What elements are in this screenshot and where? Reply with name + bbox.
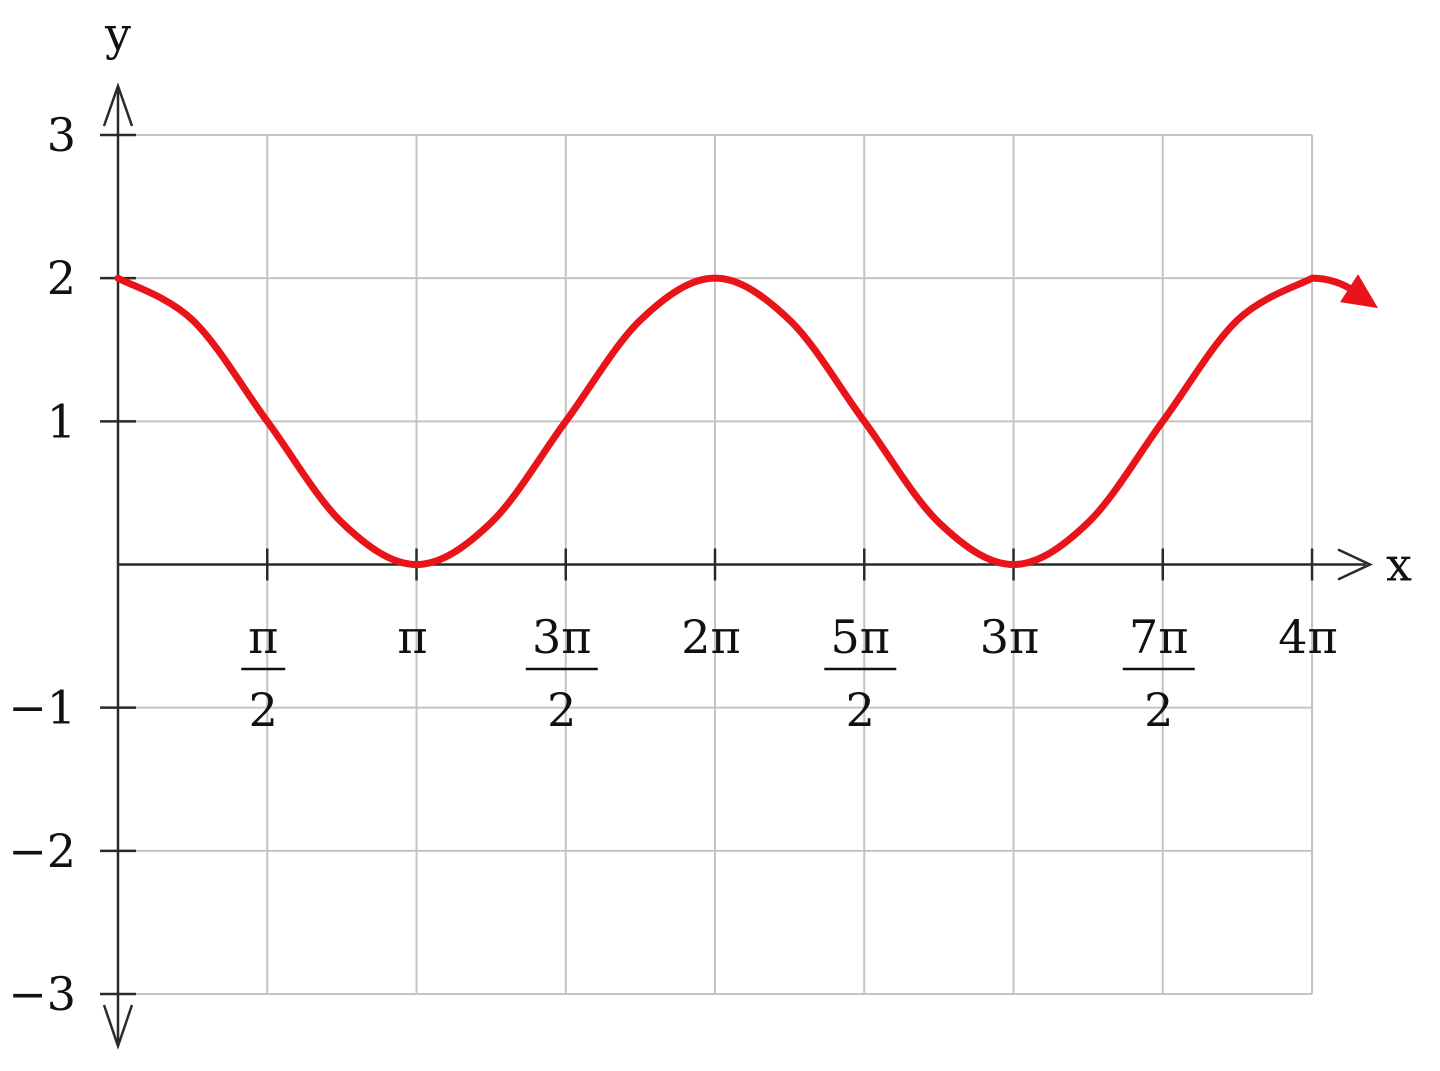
x-tick-label-6: 7π xyxy=(1129,610,1189,664)
series xyxy=(114,274,1379,568)
x-tick-denominator-0: 2 xyxy=(249,683,278,737)
y-tick-label-1: 2 xyxy=(47,251,76,305)
x-tick-label-4: 5π xyxy=(831,610,891,664)
x-tick-label-2: 3π xyxy=(532,610,592,664)
x-axis-arrowhead xyxy=(1337,548,1373,581)
y-tick-label-5: −3 xyxy=(8,967,76,1021)
x-tick-label-3: 2π xyxy=(681,610,741,664)
x-tick-label-5: 3π xyxy=(980,610,1040,664)
x-tick-denominator-6: 2 xyxy=(1144,683,1173,737)
y-tick-label-2: 1 xyxy=(47,394,76,448)
y-axis-arrowhead-down xyxy=(102,1004,134,1050)
x-tick-label-0: π xyxy=(248,610,278,664)
x-tick-denominator-2: 2 xyxy=(547,683,576,737)
x-tick-label-1: π xyxy=(397,610,427,664)
y-axis-arrowhead-up xyxy=(102,82,134,127)
axes: x y xyxy=(102,7,1412,1050)
curve-line xyxy=(114,274,1360,568)
x-tick-denominator-4: 2 xyxy=(846,683,875,737)
y-ticks: 3 2 1 −1 −2 −3 xyxy=(8,108,136,1021)
y-tick-label-0: 3 xyxy=(47,108,76,162)
y-tick-label-4: −2 xyxy=(8,824,76,878)
y-axis-label: y xyxy=(104,7,131,61)
y-tick-label-3: −1 xyxy=(8,681,76,735)
x-axis-label: x xyxy=(1386,538,1412,592)
curve-arrowhead xyxy=(1340,274,1379,309)
x-tick-label-7: 4π xyxy=(1278,610,1338,664)
